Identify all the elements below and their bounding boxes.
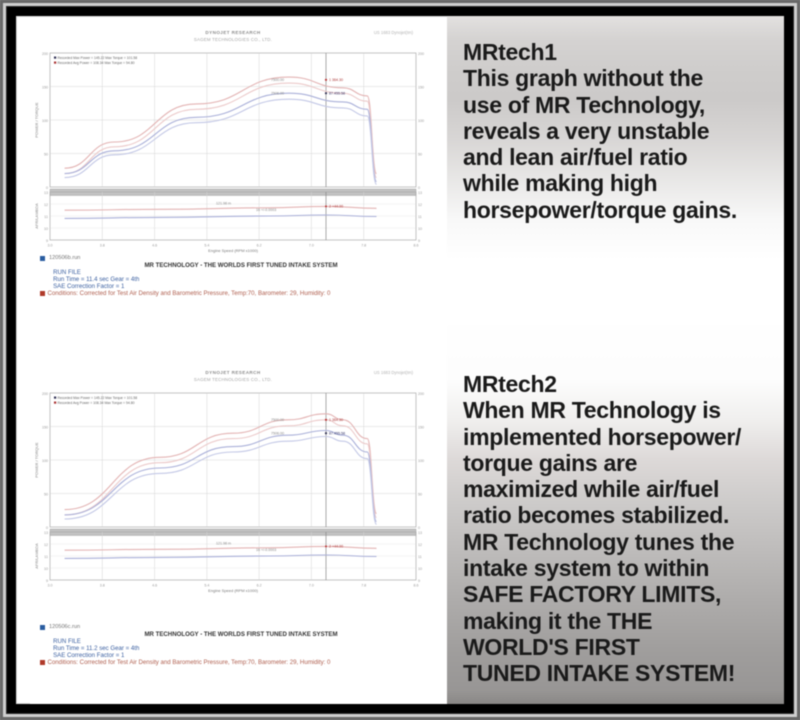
svg-text:Recorded Max Power = 145.22: Recorded Max Power = 145.22 Max Torque =… [58,56,138,60]
svg-text:9: 9 [46,579,48,583]
svg-text:7500.00: 7500.00 [271,418,284,422]
svg-text:50: 50 [418,492,422,496]
svg-text:200: 200 [418,392,424,396]
svg-text:9: 9 [418,239,420,243]
svg-text:10: 10 [44,567,48,571]
svg-text:3.0: 3.0 [48,244,53,248]
svg-text:11: 11 [44,555,48,559]
svg-text:121.98 m: 121.98 m [216,201,231,205]
svg-text:50: 50 [44,152,48,156]
svg-text:3.8: 3.8 [100,584,105,588]
svg-text:50: 50 [44,492,48,496]
svg-text:DYNOJET RESEARCH: DYNOJET RESEARCH [205,30,260,35]
svg-text:AFR/LAMBDA: AFR/LAMBDA [34,543,39,569]
svg-text:200: 200 [42,392,48,396]
svg-text:10: 10 [418,227,422,231]
svg-text:7.8: 7.8 [361,244,366,248]
svg-text:100: 100 [418,119,424,123]
svg-text:150: 150 [42,85,48,89]
svg-text:12: 12 [418,543,422,547]
svg-text:150: 150 [42,425,48,429]
svg-text:50: 50 [418,152,422,156]
svg-text:7506.00: 7506.00 [271,92,284,96]
svg-text:150: 150 [418,85,424,89]
svg-text:200: 200 [42,52,48,56]
svg-text:12: 12 [418,203,422,207]
svg-text:4.6: 4.6 [152,584,157,588]
svg-text:100: 100 [418,459,424,463]
svg-text:7.8: 7.8 [361,584,366,588]
svg-text:1 364.30: 1 364.30 [329,418,343,422]
svg-text:87.455.58: 87.455.58 [329,432,345,436]
svg-text:4.6: 4.6 [152,244,157,248]
svg-text:2 +44.00: 2 +44.00 [329,545,343,549]
svg-text:8.6: 8.6 [414,244,419,248]
svg-text:Recorded Max Power = 145.22: Recorded Max Power = 145.22 Max Torque =… [58,396,138,400]
svg-text:16 +/-0.0003: 16 +/-0.0003 [256,208,276,212]
svg-text:POWER / TORQUE: POWER / TORQUE [34,102,39,138]
svg-text:150: 150 [418,425,424,429]
svg-text:0: 0 [46,186,48,190]
svg-text:5.4: 5.4 [204,584,209,588]
svg-text:5.4: 5.4 [204,244,209,248]
svg-text:7500.00: 7500.00 [271,78,284,82]
svg-text:Engine Speed (RPM x1000): Engine Speed (RPM x1000) [208,588,258,593]
svg-text:Recorded Avg Power = 108.34: Recorded Avg Power = 108.34 Max Torque =… [58,61,135,65]
svg-text:87.455.58: 87.455.58 [329,92,345,96]
svg-text:100: 100 [42,459,48,463]
svg-text:AFR/LAMBDA: AFR/LAMBDA [34,203,39,229]
svg-text:8.6: 8.6 [414,584,419,588]
svg-text:0: 0 [418,526,420,530]
svg-text:1 364.30: 1 364.30 [329,78,343,82]
svg-text:16 +/-0.0003: 16 +/-0.0003 [256,548,276,552]
svg-text:12: 12 [44,543,48,547]
svg-text:2 +44.00: 2 +44.00 [329,205,343,209]
svg-text:9: 9 [418,579,420,583]
svg-text:7.0: 7.0 [309,244,314,248]
svg-text:7.0: 7.0 [309,584,314,588]
svg-text:200: 200 [418,52,424,56]
svg-text:Recorded Avg Power = 108.34: Recorded Avg Power = 108.34 Max Torque =… [58,401,135,405]
svg-text:13: 13 [44,191,48,195]
svg-text:13: 13 [44,531,48,535]
svg-text:6.2: 6.2 [257,584,262,588]
svg-text:11: 11 [44,215,48,219]
svg-text:13: 13 [418,191,422,195]
svg-text:US 1683 Dynojet(tm): US 1683 Dynojet(tm) [374,30,414,35]
svg-text:0: 0 [418,186,420,190]
svg-text:10: 10 [418,567,422,571]
svg-text:6.2: 6.2 [257,244,262,248]
svg-text:7506.00: 7506.00 [271,432,284,436]
svg-text:121.98 m: 121.98 m [216,541,231,545]
svg-text:SAGEM TECHNOLOGIES CO., LTD.: SAGEM TECHNOLOGIES CO., LTD. [194,377,272,382]
svg-text:10: 10 [44,227,48,231]
svg-text:11: 11 [418,555,422,559]
svg-text:3.0: 3.0 [48,584,53,588]
svg-text:SAGEM TECHNOLOGIES CO., LTD.: SAGEM TECHNOLOGIES CO., LTD. [194,37,272,42]
svg-text:3.8: 3.8 [100,244,105,248]
svg-text:13: 13 [418,531,422,535]
svg-text:US 1683 Dynojet(tm): US 1683 Dynojet(tm) [374,370,414,375]
svg-text:9: 9 [46,239,48,243]
svg-text:Engine Speed (RPM x1000): Engine Speed (RPM x1000) [208,248,258,253]
svg-text:11: 11 [418,215,422,219]
svg-text:12: 12 [44,203,48,207]
svg-text:0: 0 [46,526,48,530]
svg-text:POWER / TORQUE: POWER / TORQUE [34,442,39,478]
svg-text:100: 100 [42,119,48,123]
svg-text:DYNOJET RESEARCH: DYNOJET RESEARCH [205,370,260,375]
